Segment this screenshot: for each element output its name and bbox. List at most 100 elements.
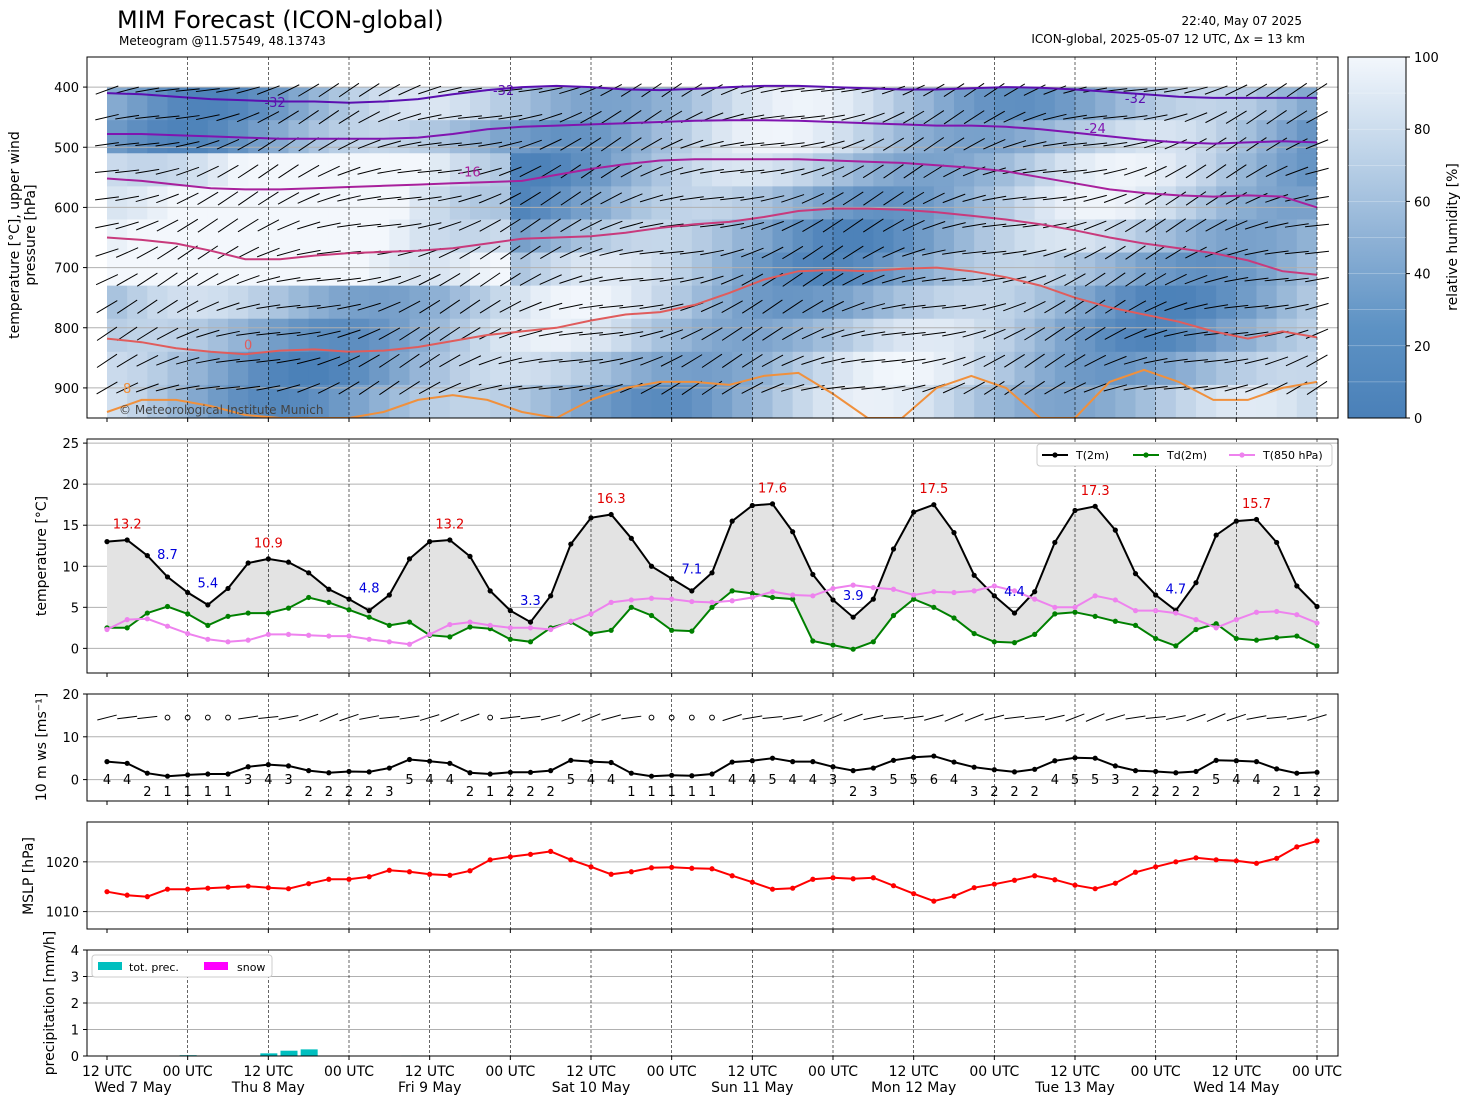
series-point-0 [810,571,816,578]
wind-barb [559,275,583,284]
wind-barb [1044,326,1066,341]
mslp-point [326,876,332,882]
rh-cell [752,351,773,386]
x-tick-label: 12 UTC [82,1064,132,1080]
wind-barb [417,169,442,174]
rh-cell [671,351,693,386]
rh-cell [167,219,189,254]
wind-barb [157,272,178,287]
wind-barb [1103,115,1128,119]
wind-barb [417,222,442,229]
wind-barb [316,222,341,229]
wind-barb [276,304,301,309]
wind-barb [1163,358,1188,363]
wind-barb [841,301,865,312]
wind-barb [540,164,562,178]
wind-barb [439,299,461,314]
wind-barb [962,250,987,255]
precip-ylabel-line: precipitation [mm/h] [42,931,58,1075]
rh-cell [1276,285,1298,320]
wind-barb [842,191,864,206]
wind-barb [821,357,845,364]
rh-cell [349,87,370,121]
rh-cell [288,153,310,187]
wind-barb [1124,192,1147,205]
rh-cell [712,384,733,418]
mslp-point [1112,880,1118,886]
rh-cell [530,219,552,254]
time-axis: 12 UTC 00 UTC 12 UTC 00 UTC 12 UTC 00 UTC 12 U… [82,418,1342,1096]
mslp-point [447,872,453,878]
wind-barb [1044,300,1066,314]
wind-barb [116,382,139,394]
mslp-point [507,854,513,860]
wind-barb [922,192,945,205]
series-point-1 [1072,609,1078,615]
precip-tick-label: 1 [71,1024,79,1039]
wind-barb [518,386,543,390]
rh-cell [167,318,189,353]
wind-barb [156,193,179,204]
wind-barb [1083,168,1108,174]
pressure-tick-label: 700 [54,262,79,277]
wind-speed-point [1213,757,1219,763]
wind-barb [1042,141,1067,147]
rh-cell [389,318,410,353]
wind-barb [1024,380,1045,395]
rh-cell [530,252,552,287]
wind-barb [1184,359,1208,363]
upper-ylabel-line: temperature [°C], upper wind [7,131,23,339]
wind-barb [439,272,461,287]
mslp-point [971,885,977,891]
rh-cell [389,351,410,386]
wind-barb [217,164,239,178]
wind-barb [237,218,259,233]
wind-barb [700,223,724,228]
wind-barb [599,383,623,392]
rh-cell [611,351,632,386]
wind-barb [297,221,321,230]
rh-cell [510,120,531,154]
series-point-0 [1112,527,1118,533]
isotherm-label: -32 [493,84,514,99]
rh-cell [1095,318,1116,353]
wind-barb [1063,221,1087,230]
rh-cell [1196,318,1217,353]
wind-barb [115,169,140,174]
wind-barb [1163,87,1188,93]
rh-cell [1175,252,1197,287]
series-point-2 [346,633,352,639]
wind-barb [903,164,924,179]
series-point-0 [931,502,937,508]
wind-barb [197,273,219,287]
rh-cell [591,153,612,187]
wind-barb [861,112,885,122]
wind-barb [679,196,704,201]
wind-barb [782,245,804,260]
wind-barb [398,84,421,96]
wind-barb [1285,166,1309,176]
wind-barb [156,219,179,232]
wind-barb [780,87,805,93]
wind-barb [1023,112,1047,122]
rh-cell [470,87,491,121]
rh-cell [671,219,693,254]
series-point-1 [850,646,856,652]
series-point-1 [648,612,655,619]
wind-speed-label: 2 [990,785,998,800]
rh-cell [429,285,451,320]
wind-barb [479,219,501,232]
wind-barb [1043,113,1067,121]
rh-cell [913,153,935,187]
rh-cell [510,252,531,287]
series-point-0 [447,537,453,543]
wind-speed-label: 4 [1232,773,1240,788]
mslp-point [386,867,392,873]
mslp-point [991,881,997,887]
temperature-tick-label: 5 [71,601,79,616]
wind-barb [882,137,905,151]
wind-speed-label: 5 [1212,773,1220,788]
rh-cell [833,351,854,386]
wind-barb [1103,193,1127,204]
rh-cell [349,384,370,418]
